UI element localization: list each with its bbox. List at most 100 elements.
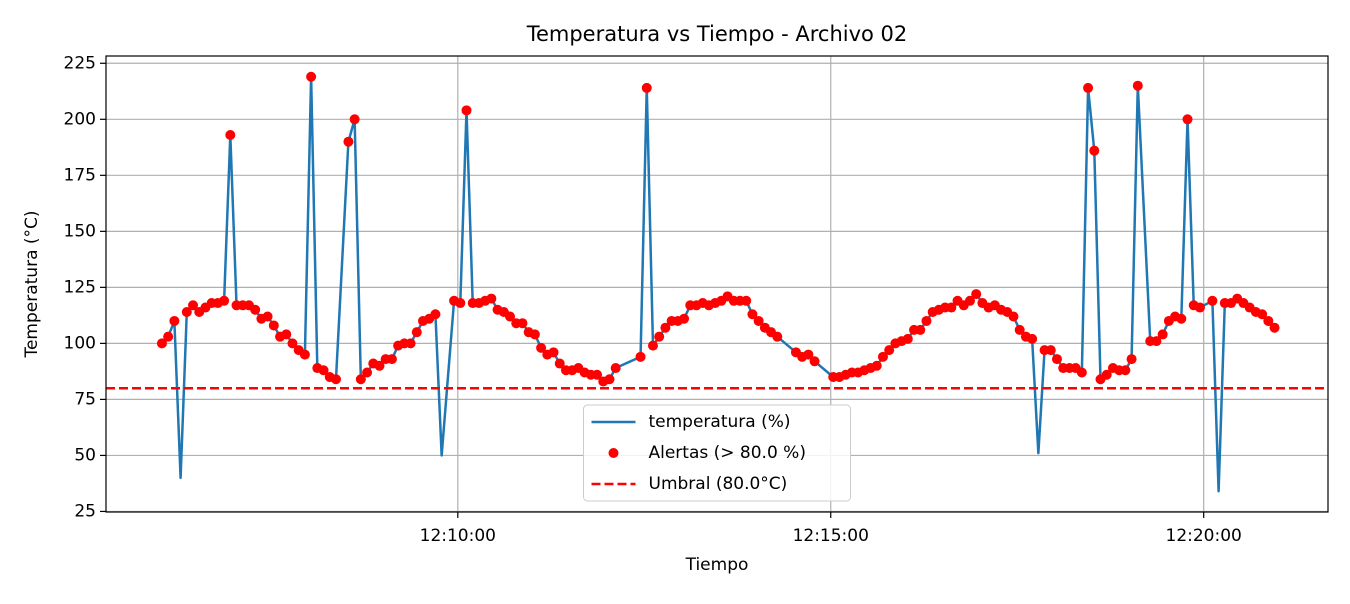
alert-marker xyxy=(902,333,913,344)
legend: temperatura (%) Alertas (> 80.0 %) Umbral … xyxy=(583,404,851,502)
x-axis-label: Tiempo xyxy=(685,555,749,575)
alert-marker xyxy=(299,349,310,360)
alert-marker xyxy=(809,356,820,367)
alert-marker xyxy=(1008,311,1019,322)
alert-marker xyxy=(1257,309,1268,320)
alert-marker xyxy=(753,315,764,326)
alert-marker xyxy=(455,298,466,309)
y-tick-label: 150 xyxy=(64,221,96,241)
alert-marker xyxy=(1263,315,1274,326)
alert-marker xyxy=(163,331,174,342)
alert-marker xyxy=(1045,345,1056,356)
alert-marker xyxy=(741,295,752,306)
chart-title: Temperatura vs Tiempo - Archivo 02 xyxy=(526,22,908,46)
x-tick-label: 12:10:00 xyxy=(420,526,496,546)
y-tick-label: 75 xyxy=(74,389,96,409)
legend-box xyxy=(583,404,851,502)
y-axis-label: Temperatura (°C) xyxy=(22,210,42,358)
alert-marker xyxy=(225,129,236,140)
alert-marker xyxy=(330,374,341,385)
alert-marker xyxy=(1207,295,1218,306)
alert-marker xyxy=(660,322,671,333)
alert-marker xyxy=(536,342,547,353)
legend-marker xyxy=(608,448,619,458)
alert-marker xyxy=(505,311,516,322)
alert-marker xyxy=(343,136,354,147)
alert-marker xyxy=(635,351,646,362)
alert-marker xyxy=(405,338,416,349)
alert-marker xyxy=(971,289,982,300)
alert-marker xyxy=(430,309,441,320)
alert-marker xyxy=(1101,369,1112,380)
y-tick-label: 50 xyxy=(74,445,96,465)
alert-marker xyxy=(306,71,317,82)
alert-marker xyxy=(355,374,366,385)
alert-marker xyxy=(250,304,261,315)
alert-marker xyxy=(921,315,932,326)
y-tick-label: 175 xyxy=(64,165,96,185)
alert-marker xyxy=(772,331,783,342)
alert-marker xyxy=(548,347,559,358)
alert-marker xyxy=(554,358,565,369)
alert-marker xyxy=(1014,324,1025,335)
alert-marker xyxy=(349,114,360,125)
alert-marker xyxy=(1132,80,1143,91)
alert-marker xyxy=(1182,114,1193,125)
alert-marker xyxy=(641,82,652,93)
alert-marker xyxy=(1051,354,1062,365)
legend-label: Umbral (80.0°C) xyxy=(649,474,788,494)
alert-marker xyxy=(1089,145,1100,156)
alert-marker xyxy=(188,300,199,311)
alert-marker xyxy=(1157,329,1168,340)
alert-marker xyxy=(156,338,167,349)
alert-marker xyxy=(592,369,603,380)
alert-marker xyxy=(1176,313,1187,324)
alert-marker xyxy=(647,340,658,351)
alert-marker xyxy=(461,105,472,116)
x-tick-label: 12:15:00 xyxy=(793,526,869,546)
alert-marker xyxy=(654,331,665,342)
x-tick-label: 12:20:00 xyxy=(1166,526,1242,546)
alert-marker xyxy=(1269,322,1280,333)
alert-marker xyxy=(915,324,926,335)
alert-marker xyxy=(262,311,273,322)
alert-marker xyxy=(268,320,279,331)
alert-marker xyxy=(219,295,230,306)
alert-marker xyxy=(871,360,882,371)
alert-marker xyxy=(747,309,758,320)
alert-marker xyxy=(679,313,690,324)
alert-marker xyxy=(386,354,397,365)
alert-marker xyxy=(1076,367,1087,378)
alert-marker xyxy=(964,295,975,306)
alert-marker xyxy=(803,349,814,360)
alert-marker xyxy=(946,302,957,313)
alert-marker xyxy=(529,329,540,340)
y-tick-label: 225 xyxy=(64,53,96,73)
y-tick-label: 25 xyxy=(74,501,96,521)
alert-marker xyxy=(281,329,292,340)
alert-marker xyxy=(1027,333,1038,344)
alert-marker xyxy=(287,338,298,349)
alert-marker xyxy=(486,293,497,304)
alert-marker xyxy=(181,307,192,318)
alert-marker xyxy=(1151,336,1162,347)
alert-marker xyxy=(604,374,615,385)
legend-label: Alertas (> 80.0 %) xyxy=(649,443,806,463)
plot-frame xyxy=(105,55,1329,513)
alert-marker xyxy=(411,327,422,338)
alert-marker xyxy=(1126,354,1137,365)
y-tick-label: 200 xyxy=(64,109,96,129)
alert-marker xyxy=(362,367,373,378)
alert-marker xyxy=(1083,82,1094,93)
alert-marker xyxy=(877,351,888,362)
alert-marker xyxy=(1120,365,1131,376)
y-tick-label: 100 xyxy=(64,333,96,353)
alert-marker xyxy=(1194,302,1205,313)
legend-label: temperatura (%) xyxy=(649,412,791,432)
alert-marker xyxy=(610,363,621,374)
alert-marker xyxy=(884,345,895,356)
alert-marker xyxy=(517,318,528,329)
alert-marker xyxy=(169,315,180,326)
